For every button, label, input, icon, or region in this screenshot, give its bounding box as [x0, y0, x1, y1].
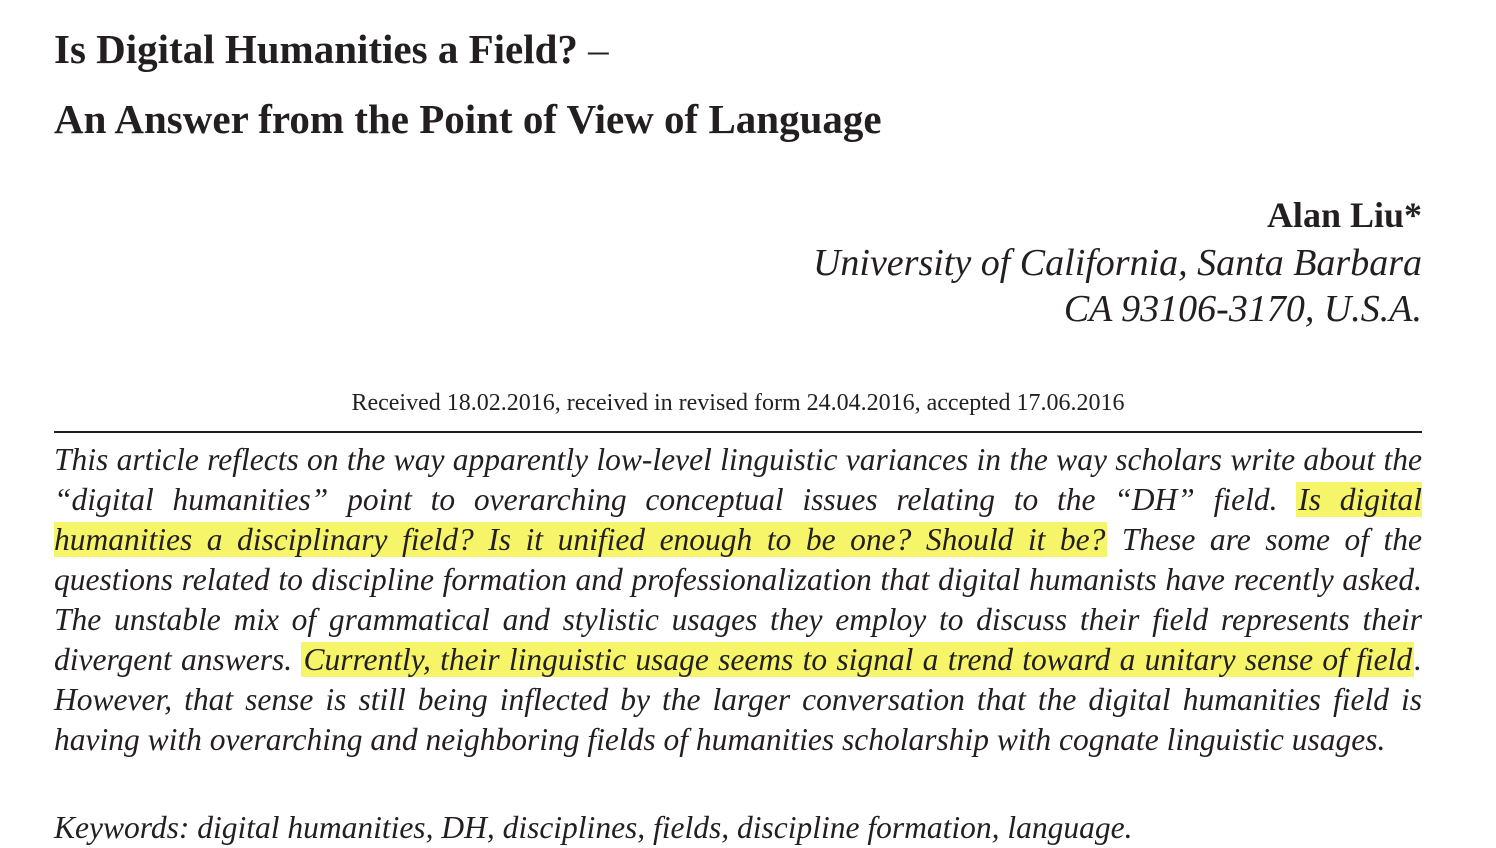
abstract-text-1: This article reflects on the way apparen… — [54, 442, 1422, 517]
abstract: This article reflects on the way apparen… — [54, 440, 1423, 760]
article-title: Is Digital Humanities a Field? – An Answ… — [54, 14, 882, 154]
article-page: Is Digital Humanities a Field? – An Answ… — [54, 0, 1423, 845]
abstract-text-3: . However, that sense is still being inf… — [54, 642, 1422, 757]
author-affiliation-line-2: CA 93106-3170, U.S.A. — [1063, 288, 1422, 330]
title-line-2: An Answer from the Point of View of Lang… — [54, 96, 882, 142]
received-dates: Received 18.02.2016, received in revised… — [351, 390, 1125, 416]
author-name: Alan Liu* — [1266, 195, 1422, 235]
title-line-1: Is Digital Humanities a Field? — [54, 26, 578, 72]
author-affiliation-line-1: University of California, Santa Barbara — [812, 242, 1422, 284]
keywords-line-partial: Keywords: digital humanities, DH, discip… — [54, 810, 1133, 845]
abstract-highlight-2[interactable]: Currently, their linguistic usage seems … — [301, 642, 1415, 677]
title-dash: – — [588, 26, 609, 72]
author-block: Alan Liu* University of California, Sant… — [813, 190, 1422, 332]
divider-rule — [54, 431, 1422, 433]
abstract-text-2: These are some of the questions related … — [54, 522, 1423, 677]
